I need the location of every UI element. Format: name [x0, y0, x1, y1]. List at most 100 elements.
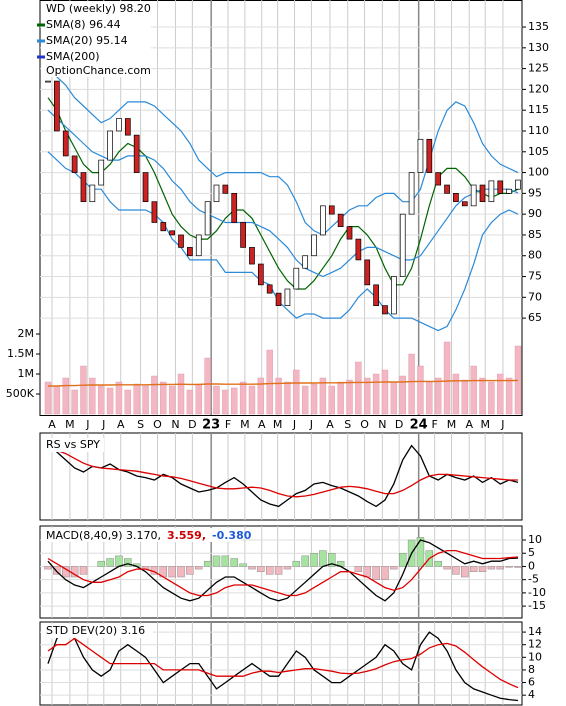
- y-tick-label: 80: [528, 249, 542, 262]
- candle: [426, 138, 433, 173]
- volume-bar: [160, 381, 167, 415]
- volume-bar: [346, 379, 353, 415]
- y-tick-label: 8: [528, 663, 535, 676]
- volume-bar: [80, 365, 87, 415]
- volume-bar: [186, 389, 194, 415]
- y-tick-label: 12: [528, 638, 542, 651]
- candle: [293, 267, 300, 290]
- y-tick-label: 6: [528, 676, 535, 689]
- y-tick-label: 85: [528, 228, 542, 241]
- volume-bar: [319, 377, 327, 415]
- volume-bar: [310, 383, 318, 415]
- y-tick-label: -5: [528, 573, 539, 586]
- histogram-bar: [310, 553, 318, 567]
- histogram-bar: [478, 566, 487, 572]
- candle: [45, 80, 51, 83]
- candle: [142, 172, 149, 203]
- volume-bar: [497, 373, 504, 415]
- volume-bar: [434, 377, 442, 415]
- volume-bar: [293, 369, 300, 415]
- candle: [213, 184, 220, 203]
- volume-bar: [426, 381, 433, 415]
- month-label: A: [465, 418, 473, 431]
- candle: [515, 179, 521, 190]
- volume-bar: [408, 353, 415, 415]
- histogram-bar: [168, 566, 176, 578]
- volume-bar: [62, 377, 69, 415]
- month-label: M: [447, 418, 457, 431]
- month-label: A: [48, 418, 56, 431]
- month-label: O: [360, 418, 369, 431]
- candle: [320, 205, 326, 236]
- histogram-bar: [115, 555, 123, 567]
- title-part: MACD(8,40,9) 3.170,: [46, 529, 161, 542]
- histogram-bar: [106, 558, 114, 567]
- y-tick-label: 105: [528, 145, 549, 158]
- histogram-bar: [328, 553, 336, 567]
- month-label: A: [258, 418, 266, 431]
- candle: [284, 288, 291, 306]
- volume-bar: [355, 361, 362, 415]
- candle: [98, 159, 105, 186]
- volume-bar: [239, 381, 247, 415]
- histogram-bar: [195, 566, 203, 570]
- histogram-bar: [496, 566, 504, 570]
- volume-bar: [44, 381, 52, 415]
- y-tick-label: 0: [528, 559, 535, 572]
- histogram-bar: [363, 566, 371, 578]
- candle: [124, 118, 131, 136]
- month-label: A: [117, 418, 125, 431]
- volume-bar: [115, 381, 123, 415]
- std-frame: [39, 621, 523, 706]
- y-tick-label: 500K: [6, 387, 35, 400]
- series-line: [47, 151, 519, 332]
- month-label: J: [292, 418, 296, 431]
- volume-bar: [479, 377, 486, 415]
- candle: [204, 201, 211, 236]
- candle: [151, 201, 158, 223]
- candle: [178, 234, 184, 248]
- histogram-bar: [239, 563, 247, 567]
- month-label: A: [326, 418, 334, 431]
- volume-bar: [89, 377, 96, 415]
- candle: [302, 255, 309, 269]
- rs-frame: [39, 432, 523, 521]
- histogram-bar: [461, 566, 469, 578]
- panel-title: STD DEV(20) 3.16: [46, 624, 145, 637]
- candle: [497, 180, 504, 194]
- y-tick-label: 10: [528, 650, 542, 663]
- histogram-bar: [257, 566, 265, 572]
- candle: [373, 284, 379, 306]
- volume-bar: [488, 381, 495, 415]
- histogram-bar: [487, 566, 496, 570]
- y-tick-label: 95: [528, 186, 542, 199]
- candle: [346, 226, 353, 240]
- y-tick-label: 125: [528, 62, 549, 75]
- histogram-bar: [381, 566, 389, 580]
- histogram-bar: [301, 555, 309, 567]
- month-label: F: [431, 418, 437, 431]
- volume-bar: [381, 369, 389, 415]
- candle: [275, 292, 282, 306]
- histogram-bar: [221, 555, 230, 567]
- histogram-bar: [372, 566, 380, 580]
- candle: [54, 80, 60, 132]
- y-tick-label: 110: [528, 124, 549, 137]
- volume-bar: [177, 373, 185, 415]
- series-line: [47, 68, 519, 236]
- candle: [470, 184, 477, 207]
- volume-bar: [284, 381, 291, 415]
- volume-bar: [372, 373, 380, 415]
- series-line: [47, 631, 519, 702]
- candle: [266, 284, 273, 294]
- y-tick-label: -10: [528, 586, 546, 599]
- title-part: -0.380: [212, 529, 252, 542]
- volume-bar: [53, 385, 61, 415]
- candle: [249, 247, 255, 265]
- candle: [160, 222, 167, 232]
- candle: [116, 118, 122, 132]
- candle: [169, 230, 176, 236]
- histogram-bar: [274, 566, 283, 575]
- histogram-bar: [124, 558, 132, 567]
- candle: [408, 172, 415, 215]
